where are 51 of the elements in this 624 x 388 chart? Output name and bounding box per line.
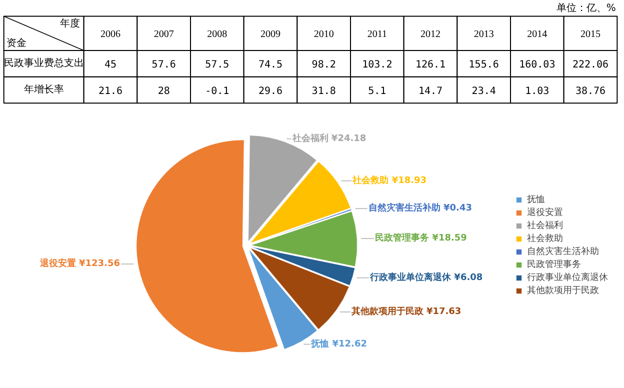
legend-label: 抚恤 <box>527 194 546 206</box>
x-tick-label: 2006 <box>100 28 120 40</box>
data-label: 57.5 <box>205 60 230 71</box>
data-label: 74.5 <box>258 60 283 71</box>
data-label: 5.1 <box>368 86 386 98</box>
data-label: 98.2 <box>312 60 336 71</box>
data-label: 222.06 <box>572 60 609 71</box>
data-label: 1.03 <box>525 86 550 98</box>
text: 单位：亿、% <box>556 2 616 14</box>
x-axis-title: 年度 <box>60 17 80 30</box>
data-label: 29.6 <box>258 86 283 98</box>
category-label: 退役安置 ¥123.56 <box>40 259 120 270</box>
data-label: 57.6 <box>152 60 176 71</box>
x-tick-label: 2011 <box>367 28 387 40</box>
data-label: 160.03 <box>519 60 556 71</box>
x-tick-label: 2008 <box>207 28 228 40</box>
y-axis-title: 资金 <box>6 37 26 50</box>
category-label: 其他款项用于民政 ¥17.63 <box>351 306 462 317</box>
legend-label: 社会福利 <box>527 220 563 232</box>
category-label: 抚恤 ¥12.62 <box>311 339 367 350</box>
data-label: 14.7 <box>418 86 443 98</box>
data-label: 38.76 <box>575 86 606 98</box>
category-label: 自然灾害生活补助 ¥0.43 <box>368 204 472 214</box>
data-label: -0.1 <box>205 86 230 98</box>
category-label: 社会救助 ¥18.93 <box>352 176 427 186</box>
data-label: 28 <box>158 86 170 98</box>
data-label: 21.6 <box>98 86 123 98</box>
data-label: 31.8 <box>312 86 336 98</box>
x-tick-label: 2007 <box>154 28 174 40</box>
data-label: 126.1 <box>415 60 446 71</box>
data-label: 103.2 <box>362 60 392 71</box>
x-tick-label: 2009 <box>260 28 280 40</box>
category-label: 行政事业单位离退休 ¥6.08 <box>370 272 483 283</box>
x-tick-label: 2014 <box>527 28 548 40</box>
category-label: 社会福利 ¥24.18 <box>292 134 366 144</box>
data-label: 45 <box>104 60 117 71</box>
x-tick-label: 2015 <box>580 28 600 40</box>
x-tick-label: 2010 <box>314 28 334 40</box>
data-label: 155.6 <box>468 60 499 71</box>
y-tick-label: 民政事业费总支出 <box>4 57 84 70</box>
legend-label: 其他款项用于民政 <box>527 284 599 297</box>
data-label: 23.4 <box>472 86 496 98</box>
category-label: 民政管理事务 ¥18.59 <box>375 234 467 244</box>
x-tick-label: 2012 <box>420 28 440 40</box>
legend-label: 自然灾害生活补助 <box>527 246 599 258</box>
legend-label: 社会救助 <box>527 232 563 245</box>
x-tick-label: 2013 <box>474 28 494 40</box>
legend-label: 退役安置 <box>527 206 563 219</box>
y-tick-label: 年增长率 <box>24 84 64 96</box>
legend-label: 民政管理事务 <box>527 258 581 271</box>
legend-label: 行政事业单位离退休 <box>527 272 608 284</box>
